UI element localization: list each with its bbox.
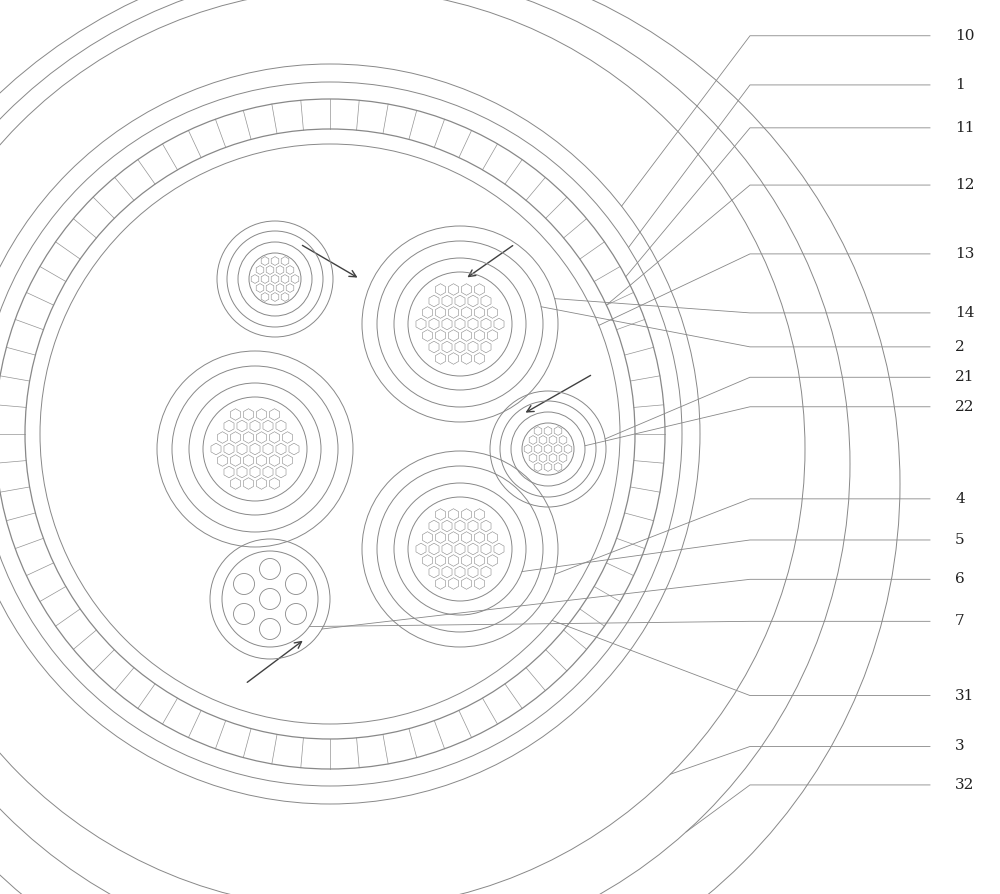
- Text: 3: 3: [955, 739, 965, 754]
- Text: 13: 13: [955, 247, 974, 261]
- Text: 10: 10: [955, 29, 975, 43]
- Text: 22: 22: [955, 400, 975, 414]
- Text: 14: 14: [955, 306, 975, 320]
- Text: 7: 7: [955, 614, 965, 628]
- Text: 32: 32: [955, 778, 974, 792]
- Text: 5: 5: [955, 533, 965, 547]
- Text: 31: 31: [955, 688, 974, 703]
- Text: 11: 11: [955, 121, 975, 135]
- Text: 21: 21: [955, 370, 975, 384]
- Text: 1: 1: [955, 78, 965, 92]
- Text: 2: 2: [955, 340, 965, 354]
- Text: 6: 6: [955, 572, 965, 586]
- Text: 12: 12: [955, 178, 975, 192]
- Text: 4: 4: [955, 492, 965, 506]
